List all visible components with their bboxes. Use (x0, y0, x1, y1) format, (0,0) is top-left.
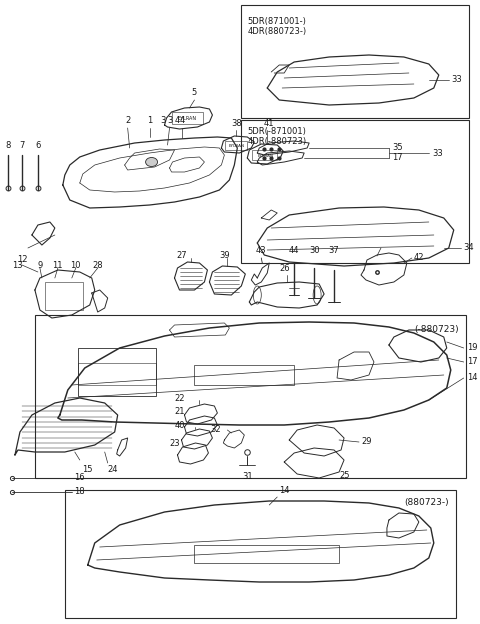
Text: 6: 6 (35, 141, 41, 150)
Text: 13: 13 (12, 260, 23, 270)
Text: 44: 44 (289, 246, 300, 255)
Text: 14: 14 (279, 486, 290, 495)
Text: 18: 18 (74, 487, 84, 497)
Text: 19: 19 (467, 343, 477, 353)
Bar (252, 150, 277, 160)
Text: 29: 29 (361, 437, 372, 447)
Text: 26: 26 (279, 264, 289, 273)
Bar (194, 545, 339, 563)
Text: 5DR(-871001)
4DR(-880723): 5DR(-871001) 4DR(-880723) (247, 127, 306, 147)
Text: 17: 17 (392, 154, 403, 162)
Bar (78, 348, 156, 396)
Text: 40: 40 (174, 421, 185, 430)
Text: 42: 42 (414, 253, 424, 263)
Text: 27: 27 (176, 251, 187, 260)
Text: 31: 31 (242, 472, 252, 481)
Ellipse shape (145, 157, 157, 167)
Text: 34: 34 (464, 243, 474, 253)
Text: 28: 28 (93, 260, 103, 270)
Text: 41: 41 (264, 119, 275, 128)
Text: 24: 24 (108, 465, 118, 474)
Text: 38: 38 (231, 119, 242, 128)
Text: 10: 10 (71, 260, 81, 270)
Text: 9: 9 (37, 260, 43, 270)
Text: 15: 15 (82, 465, 92, 474)
Text: 21: 21 (174, 407, 185, 416)
Text: 17: 17 (467, 358, 477, 366)
Text: 22: 22 (174, 394, 185, 403)
Bar (241, 5, 468, 118)
Text: 2: 2 (125, 116, 130, 125)
Text: 14: 14 (467, 374, 477, 383)
Text: 43: 43 (256, 246, 266, 255)
Text: 35: 35 (392, 144, 403, 152)
Text: 37: 37 (329, 246, 339, 255)
Bar (35, 315, 466, 478)
Text: 33: 33 (452, 76, 463, 84)
Bar (78, 363, 156, 385)
Text: 33: 33 (432, 149, 443, 157)
Text: 3: 3 (167, 116, 172, 125)
Bar (226, 141, 247, 150)
Text: EYLRAN: EYLRAN (228, 144, 244, 148)
Text: (880723-): (880723-) (404, 498, 449, 507)
Text: 16: 16 (74, 474, 84, 482)
Text: 8: 8 (5, 141, 11, 150)
Text: 5DR(871001-)
4DR(880723-): 5DR(871001-) 4DR(880723-) (247, 17, 306, 36)
Bar (45, 282, 83, 310)
Text: 25: 25 (339, 470, 349, 479)
Text: 30: 30 (309, 246, 320, 255)
Bar (241, 120, 468, 263)
Text: 12: 12 (17, 255, 27, 264)
Text: 39: 39 (219, 251, 230, 260)
Bar (65, 490, 456, 618)
Text: 11: 11 (53, 260, 63, 270)
Text: 4: 4 (180, 116, 185, 125)
Text: 3: 3 (160, 116, 165, 125)
Text: 7: 7 (19, 141, 24, 150)
Text: 32: 32 (211, 426, 221, 434)
Text: 1: 1 (147, 116, 152, 125)
Bar (194, 365, 294, 385)
Text: EYLRAN: EYLRAN (257, 154, 273, 158)
Text: (-880723): (-880723) (414, 325, 459, 334)
Text: 4: 4 (175, 116, 180, 125)
Text: 5: 5 (192, 88, 197, 97)
Bar (171, 112, 204, 124)
Text: EYLRAN: EYLRAN (178, 115, 197, 120)
Text: 23: 23 (169, 439, 180, 448)
